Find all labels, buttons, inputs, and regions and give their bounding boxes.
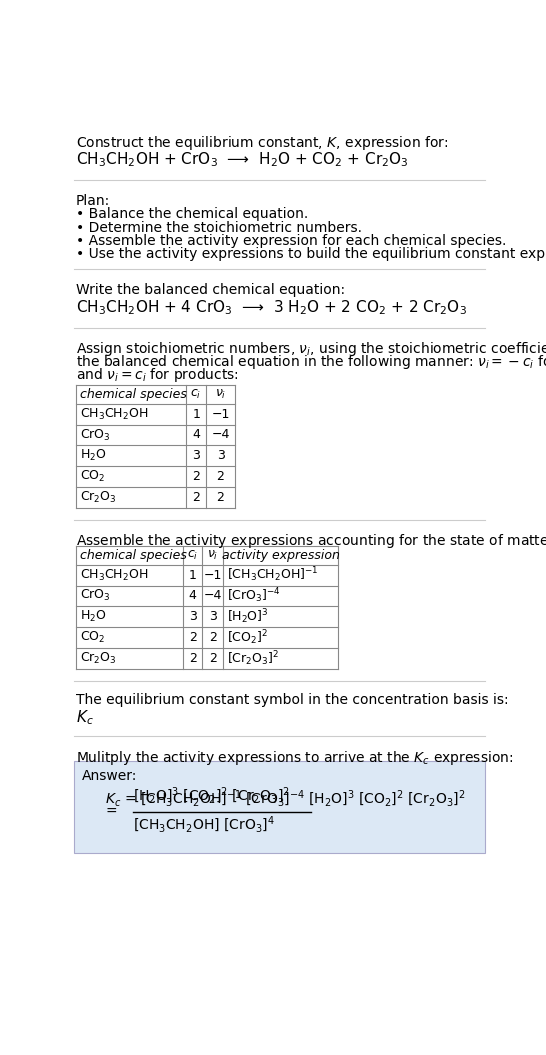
Text: 1: 1 — [192, 407, 200, 421]
Text: −4: −4 — [211, 428, 230, 441]
Text: CrO$_3$: CrO$_3$ — [80, 589, 111, 603]
Text: Cr$_2$O$_3$: Cr$_2$O$_3$ — [80, 651, 117, 666]
Text: 1: 1 — [189, 569, 197, 581]
Text: Assign stoichiometric numbers, $\nu_i$, using the stoichiometric coefficients, $: Assign stoichiometric numbers, $\nu_i$, … — [76, 340, 546, 358]
Text: CrO$_3$: CrO$_3$ — [80, 427, 111, 442]
Text: 3: 3 — [192, 449, 200, 462]
Text: [H$_2$O]$^3$: [H$_2$O]$^3$ — [227, 608, 269, 626]
Text: 2: 2 — [217, 491, 224, 504]
Text: • Balance the chemical equation.: • Balance the chemical equation. — [76, 208, 308, 222]
Text: 2: 2 — [209, 631, 217, 644]
Text: and $\nu_i = c_i$ for products:: and $\nu_i = c_i$ for products: — [76, 366, 239, 384]
Text: =: = — [105, 805, 117, 819]
Text: Plan:: Plan: — [76, 193, 110, 208]
Text: [H$_2$O]$^3$ [CO$_2$]$^2$ [Cr$_2$O$_3$]$^2$: [H$_2$O]$^3$ [CO$_2$]$^2$ [Cr$_2$O$_3$]$… — [133, 785, 289, 806]
Text: 2: 2 — [217, 471, 224, 483]
Text: chemical species: chemical species — [80, 388, 187, 401]
Text: Write the balanced chemical equation:: Write the balanced chemical equation: — [76, 283, 345, 296]
Text: CH$_3$CH$_2$OH: CH$_3$CH$_2$OH — [80, 406, 148, 422]
Text: CH$_3$CH$_2$OH: CH$_3$CH$_2$OH — [80, 568, 148, 582]
Text: 3: 3 — [209, 610, 217, 624]
Text: The equilibrium constant symbol in the concentration basis is:: The equilibrium constant symbol in the c… — [76, 693, 509, 707]
Text: $c_i$: $c_i$ — [191, 388, 202, 401]
Text: $K_c$: $K_c$ — [76, 709, 94, 727]
Text: 3: 3 — [217, 449, 224, 462]
Text: [CO$_2$]$^2$: [CO$_2$]$^2$ — [227, 628, 268, 647]
Text: CH$_3$CH$_2$OH + CrO$_3$  ⟶  H$_2$O + CO$_2$ + Cr$_2$O$_3$: CH$_3$CH$_2$OH + CrO$_3$ ⟶ H$_2$O + CO$_… — [76, 151, 409, 169]
Text: activity expression: activity expression — [222, 549, 340, 562]
Text: $\nu_i$: $\nu_i$ — [215, 388, 226, 401]
Text: H$_2$O: H$_2$O — [80, 448, 106, 463]
Text: [Cr$_2$O$_3$]$^2$: [Cr$_2$O$_3$]$^2$ — [227, 649, 280, 668]
Text: $c_i$: $c_i$ — [187, 549, 198, 562]
Text: CO$_2$: CO$_2$ — [80, 630, 105, 645]
Text: $\nu_i$: $\nu_i$ — [207, 549, 218, 562]
Text: • Determine the stoichiometric numbers.: • Determine the stoichiometric numbers. — [76, 220, 362, 234]
Text: $K_c$ = [CH$_3$CH$_2$OH]$^{-1}$ [CrO$_3$]$^{-4}$ [H$_2$O]$^3$ [CO$_2$]$^2$ [Cr$_: $K_c$ = [CH$_3$CH$_2$OH]$^{-1}$ [CrO$_3$… — [105, 789, 466, 809]
Text: 2: 2 — [189, 652, 197, 665]
Text: Construct the equilibrium constant, $K$, expression for:: Construct the equilibrium constant, $K$,… — [76, 134, 448, 152]
Text: 2: 2 — [189, 631, 197, 644]
Text: • Assemble the activity expression for each chemical species.: • Assemble the activity expression for e… — [76, 233, 506, 248]
Text: 4: 4 — [189, 590, 197, 602]
Text: H$_2$O: H$_2$O — [80, 609, 106, 625]
Text: −4: −4 — [204, 590, 222, 602]
Text: 3: 3 — [189, 610, 197, 624]
Text: 2: 2 — [192, 471, 200, 483]
Text: CH$_3$CH$_2$OH + 4 CrO$_3$  ⟶  3 H$_2$O + 2 CO$_2$ + 2 Cr$_2$O$_3$: CH$_3$CH$_2$OH + 4 CrO$_3$ ⟶ 3 H$_2$O + … — [76, 299, 467, 316]
Text: −1: −1 — [211, 407, 230, 421]
Text: [CH$_3$CH$_2$OH]$^{-1}$: [CH$_3$CH$_2$OH]$^{-1}$ — [227, 565, 319, 584]
Text: [CrO$_3$]$^{-4}$: [CrO$_3$]$^{-4}$ — [227, 587, 281, 606]
Text: 2: 2 — [192, 491, 200, 504]
Text: CO$_2$: CO$_2$ — [80, 469, 105, 484]
Text: 4: 4 — [192, 428, 200, 441]
Text: Answer:: Answer: — [82, 769, 138, 783]
Text: 2: 2 — [209, 652, 217, 665]
Text: chemical species: chemical species — [80, 549, 187, 562]
Text: Assemble the activity expressions accounting for the state of matter and $\nu_i$: Assemble the activity expressions accoun… — [76, 533, 546, 551]
Text: Cr$_2$O$_3$: Cr$_2$O$_3$ — [80, 490, 117, 505]
Text: [CH$_3$CH$_2$OH] [CrO$_3$]$^4$: [CH$_3$CH$_2$OH] [CrO$_3$]$^4$ — [133, 814, 275, 835]
Text: • Use the activity expressions to build the equilibrium constant expression.: • Use the activity expressions to build … — [76, 247, 546, 261]
Text: Mulitply the activity expressions to arrive at the $K_c$ expression:: Mulitply the activity expressions to arr… — [76, 749, 513, 767]
Bar — [74, 761, 485, 853]
Text: −1: −1 — [204, 569, 222, 581]
Text: the balanced chemical equation in the following manner: $\nu_i = -c_i$ for react: the balanced chemical equation in the fo… — [76, 353, 546, 371]
